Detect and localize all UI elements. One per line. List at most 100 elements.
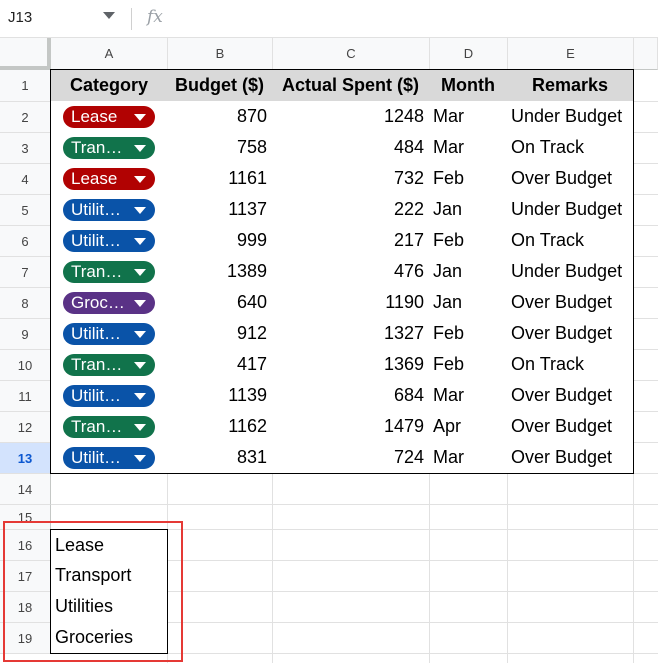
actual-spent-cell[interactable]: 1479 bbox=[272, 411, 430, 443]
select-all-corner[interactable] bbox=[0, 38, 51, 70]
dropdown-arrow-icon[interactable] bbox=[134, 237, 146, 245]
category-list-item[interactable]: Groceries bbox=[50, 622, 168, 654]
remarks-cell[interactable]: On Track bbox=[507, 225, 634, 257]
category-chip[interactable]: Utilit… bbox=[63, 446, 155, 469]
header-month[interactable]: Month bbox=[429, 69, 508, 102]
category-cell[interactable]: Utilit… bbox=[50, 318, 168, 350]
row-header-5[interactable]: 5 bbox=[0, 195, 51, 226]
category-list-item[interactable]: Transport bbox=[50, 560, 168, 592]
remarks-cell[interactable]: Under Budget bbox=[507, 101, 634, 133]
category-chip[interactable]: Lease bbox=[63, 167, 155, 190]
function-icon[interactable]: fx bbox=[147, 7, 163, 27]
dropdown-arrow-icon[interactable] bbox=[134, 330, 146, 338]
month-cell[interactable]: Mar bbox=[429, 442, 508, 474]
category-cell[interactable]: Tran… bbox=[50, 349, 168, 381]
month-cell[interactable]: Feb bbox=[429, 163, 508, 195]
row-header-7[interactable]: 7 bbox=[0, 257, 51, 288]
dropdown-arrow-icon[interactable] bbox=[134, 454, 146, 462]
row-header-11[interactable]: 11 bbox=[0, 381, 51, 412]
category-chip[interactable]: Utilit… bbox=[63, 322, 155, 345]
row-header-12[interactable]: 12 bbox=[0, 412, 51, 443]
category-cell[interactable]: Tran… bbox=[50, 256, 168, 288]
month-cell[interactable]: Apr bbox=[429, 411, 508, 443]
remarks-cell[interactable]: Over Budget bbox=[507, 318, 634, 350]
category-chip[interactable]: Lease bbox=[63, 105, 155, 128]
column-header-b[interactable]: B bbox=[168, 38, 273, 70]
name-box-dropdown-icon[interactable] bbox=[103, 12, 115, 19]
actual-spent-cell[interactable]: 217 bbox=[272, 225, 430, 257]
row-header-13[interactable]: 13 bbox=[0, 443, 51, 474]
category-chip[interactable]: Tran… bbox=[63, 260, 155, 283]
category-chip[interactable]: Tran… bbox=[63, 136, 155, 159]
remarks-cell[interactable]: Under Budget bbox=[507, 256, 634, 288]
name-box[interactable]: J13 bbox=[8, 9, 33, 26]
row-header-6[interactable]: 6 bbox=[0, 226, 51, 257]
budget-cell[interactable]: 1139 bbox=[167, 380, 273, 412]
month-cell[interactable]: Feb bbox=[429, 225, 508, 257]
actual-spent-cell[interactable]: 1327 bbox=[272, 318, 430, 350]
budget-cell[interactable]: 912 bbox=[167, 318, 273, 350]
actual-spent-cell[interactable]: 1190 bbox=[272, 287, 430, 319]
month-cell[interactable]: Feb bbox=[429, 318, 508, 350]
category-chip[interactable]: Tran… bbox=[63, 415, 155, 438]
remarks-cell[interactable]: Over Budget bbox=[507, 411, 634, 443]
remarks-cell[interactable]: On Track bbox=[507, 132, 634, 164]
column-header-d[interactable]: D bbox=[430, 38, 508, 70]
category-cell[interactable]: Tran… bbox=[50, 132, 168, 164]
remarks-cell[interactable]: Over Budget bbox=[507, 442, 634, 474]
dropdown-arrow-icon[interactable] bbox=[134, 392, 146, 400]
category-cell[interactable]: Utilit… bbox=[50, 194, 168, 226]
category-chip[interactable]: Utilit… bbox=[63, 198, 155, 221]
category-cell[interactable]: Tran… bbox=[50, 411, 168, 443]
row-header-8[interactable]: 8 bbox=[0, 288, 51, 319]
month-cell[interactable]: Feb bbox=[429, 349, 508, 381]
month-cell[interactable]: Jan bbox=[429, 194, 508, 226]
row-header-3[interactable]: 3 bbox=[0, 133, 51, 164]
row-header-10[interactable]: 10 bbox=[0, 350, 51, 381]
row-header-16[interactable]: 16 bbox=[0, 530, 51, 561]
actual-spent-cell[interactable]: 732 bbox=[272, 163, 430, 195]
month-cell[interactable]: Mar bbox=[429, 101, 508, 133]
row-header-18[interactable]: 18 bbox=[0, 592, 51, 623]
budget-cell[interactable]: 1162 bbox=[167, 411, 273, 443]
row-header-15[interactable]: 15 bbox=[0, 505, 51, 530]
dropdown-arrow-icon[interactable] bbox=[134, 299, 146, 307]
row-header-9[interactable]: 9 bbox=[0, 319, 51, 350]
budget-cell[interactable]: 831 bbox=[167, 442, 273, 474]
header-category[interactable]: Category bbox=[50, 69, 168, 102]
category-cell[interactable]: Utilit… bbox=[50, 225, 168, 257]
category-chip[interactable]: Utilit… bbox=[63, 384, 155, 407]
dropdown-arrow-icon[interactable] bbox=[134, 206, 146, 214]
actual-spent-cell[interactable]: 222 bbox=[272, 194, 430, 226]
column-header-c[interactable]: C bbox=[273, 38, 430, 70]
category-chip[interactable]: Tran… bbox=[63, 353, 155, 376]
remarks-cell[interactable]: Over Budget bbox=[507, 287, 634, 319]
budget-cell[interactable]: 870 bbox=[167, 101, 273, 133]
budget-cell[interactable]: 640 bbox=[167, 287, 273, 319]
column-header-a[interactable]: A bbox=[51, 38, 168, 70]
actual-spent-cell[interactable]: 476 bbox=[272, 256, 430, 288]
budget-cell[interactable]: 758 bbox=[167, 132, 273, 164]
dropdown-arrow-icon[interactable] bbox=[134, 361, 146, 369]
dropdown-arrow-icon[interactable] bbox=[134, 268, 146, 276]
header-actual-spent[interactable]: Actual Spent ($) bbox=[272, 69, 430, 102]
dropdown-arrow-icon[interactable] bbox=[134, 113, 146, 121]
category-cell[interactable]: Groc… bbox=[50, 287, 168, 319]
row-header-1[interactable]: 1 bbox=[0, 70, 51, 102]
actual-spent-cell[interactable]: 1369 bbox=[272, 349, 430, 381]
remarks-cell[interactable]: On Track bbox=[507, 349, 634, 381]
category-cell[interactable]: Lease bbox=[50, 163, 168, 195]
remarks-cell[interactable]: Over Budget bbox=[507, 163, 634, 195]
dropdown-arrow-icon[interactable] bbox=[134, 175, 146, 183]
column-header-f[interactable] bbox=[634, 38, 658, 70]
actual-spent-cell[interactable]: 484 bbox=[272, 132, 430, 164]
budget-cell[interactable]: 999 bbox=[167, 225, 273, 257]
actual-spent-cell[interactable]: 1248 bbox=[272, 101, 430, 133]
category-cell[interactable]: Utilit… bbox=[50, 442, 168, 474]
category-chip[interactable]: Utilit… bbox=[63, 229, 155, 252]
row-header-2[interactable]: 2 bbox=[0, 102, 51, 133]
dropdown-arrow-icon[interactable] bbox=[134, 144, 146, 152]
header-remarks[interactable]: Remarks bbox=[507, 69, 634, 102]
budget-cell[interactable]: 1137 bbox=[167, 194, 273, 226]
column-header-e[interactable]: E bbox=[508, 38, 634, 70]
